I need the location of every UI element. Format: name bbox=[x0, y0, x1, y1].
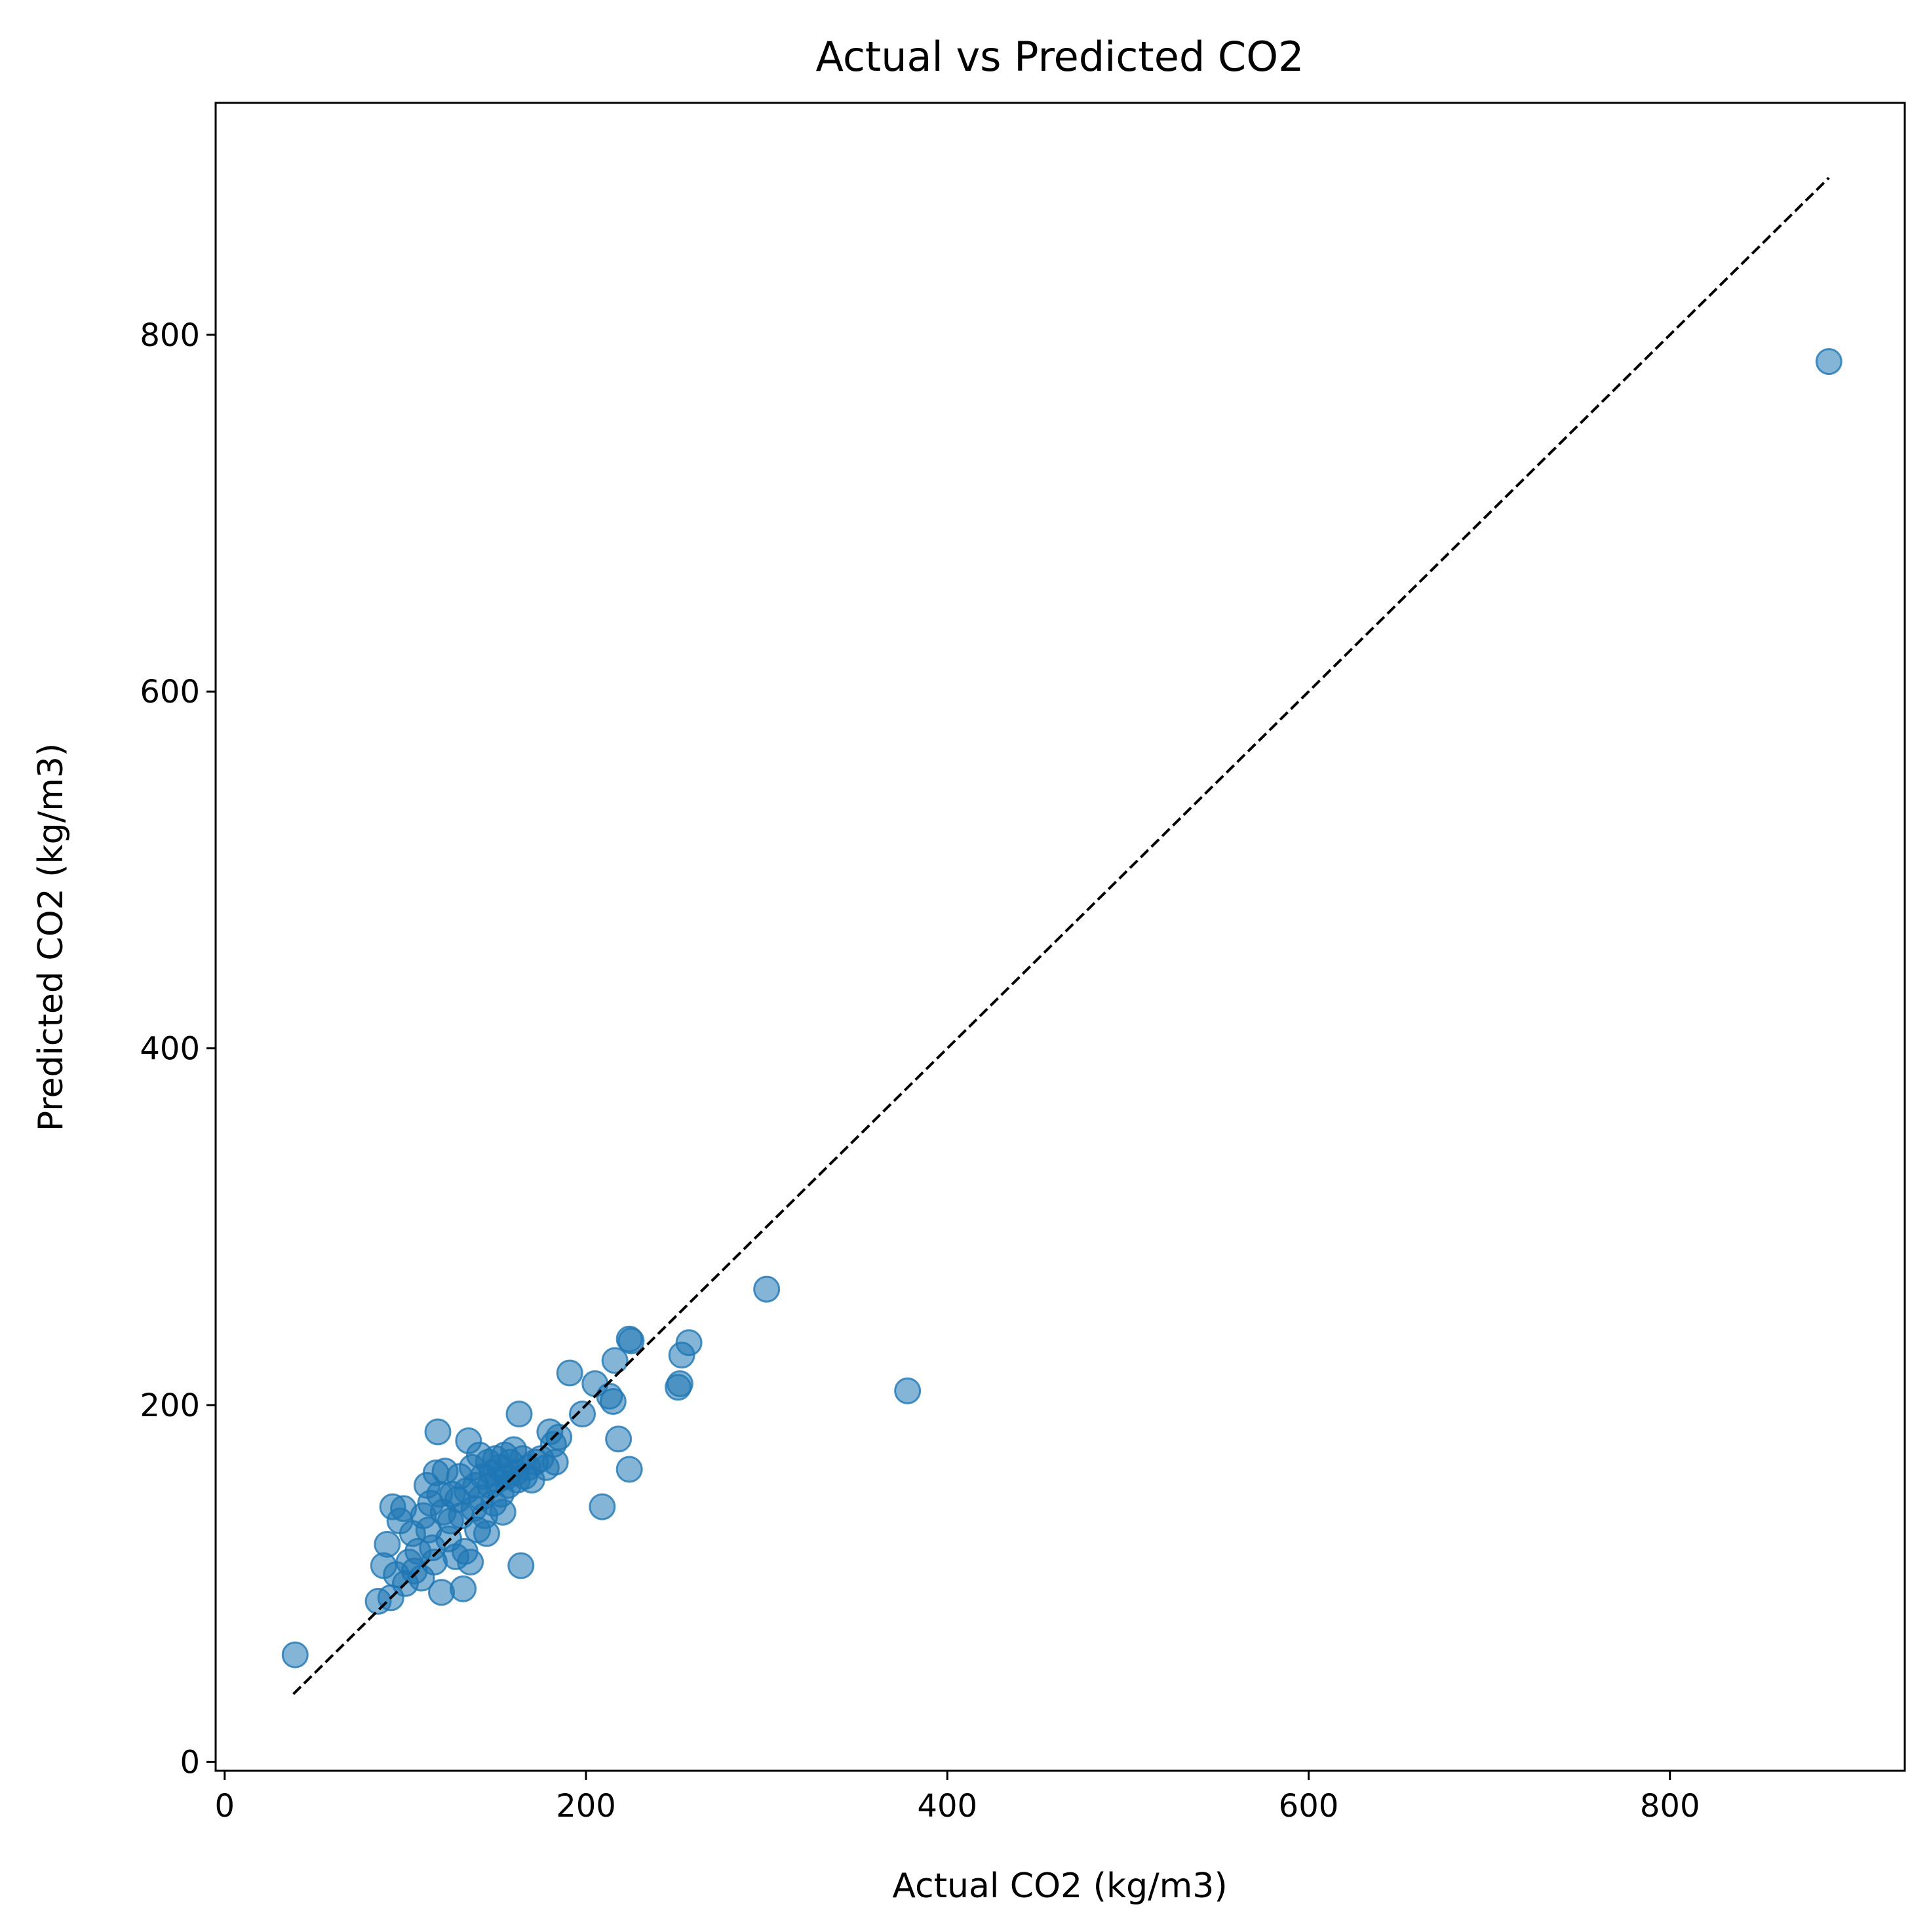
data-point bbox=[601, 1347, 629, 1374]
data-point bbox=[541, 1448, 569, 1476]
data-point bbox=[675, 1329, 703, 1357]
data-point bbox=[666, 1370, 693, 1397]
y-axis-label: Predicted CO2 (kg/m3) bbox=[31, 743, 71, 1131]
data-point bbox=[505, 1401, 533, 1428]
y-tick-label: 600 bbox=[140, 674, 200, 710]
data-point bbox=[589, 1493, 616, 1520]
data-point bbox=[599, 1388, 627, 1416]
x-tick-label: 0 bbox=[215, 1788, 235, 1825]
data-point bbox=[605, 1425, 633, 1453]
data-point bbox=[568, 1401, 596, 1428]
x-tick-label: 600 bbox=[1279, 1788, 1339, 1825]
reference-line-layer bbox=[292, 176, 1830, 1695]
data-point bbox=[545, 1423, 573, 1451]
points-layer bbox=[281, 348, 1843, 1669]
x-axis-label: Actual CO2 (kg/m3) bbox=[892, 1866, 1227, 1906]
data-point bbox=[281, 1641, 309, 1669]
data-point bbox=[556, 1359, 583, 1387]
x-tick-label: 200 bbox=[556, 1788, 616, 1825]
y-axis-ticks: 0 200 400 600 800 bbox=[140, 317, 216, 1781]
data-point bbox=[450, 1575, 477, 1602]
x-tick-label: 800 bbox=[1640, 1788, 1700, 1825]
data-point bbox=[457, 1549, 484, 1576]
plot-area bbox=[214, 102, 1906, 1772]
data-point bbox=[473, 1520, 500, 1547]
y-tick-label: 400 bbox=[140, 1031, 200, 1068]
data-point bbox=[428, 1579, 456, 1606]
data-point bbox=[894, 1377, 922, 1404]
data-point bbox=[753, 1275, 781, 1303]
data-point bbox=[374, 1530, 401, 1558]
data-point bbox=[489, 1498, 517, 1526]
y-tick-label: 800 bbox=[140, 317, 200, 354]
y-tick-label: 0 bbox=[180, 1744, 200, 1781]
reference-line bbox=[292, 176, 1830, 1695]
x-axis-ticks: 0 200 400 600 800 bbox=[215, 1771, 1700, 1825]
data-point bbox=[507, 1552, 535, 1579]
y-tick-label: 200 bbox=[140, 1387, 200, 1424]
data-point bbox=[1815, 348, 1843, 376]
data-point bbox=[424, 1418, 452, 1446]
x-tick-label: 400 bbox=[917, 1788, 977, 1825]
data-point bbox=[615, 1456, 643, 1483]
data-point bbox=[617, 1327, 645, 1355]
chart-title: Actual vs Predicted CO2 bbox=[816, 33, 1304, 81]
